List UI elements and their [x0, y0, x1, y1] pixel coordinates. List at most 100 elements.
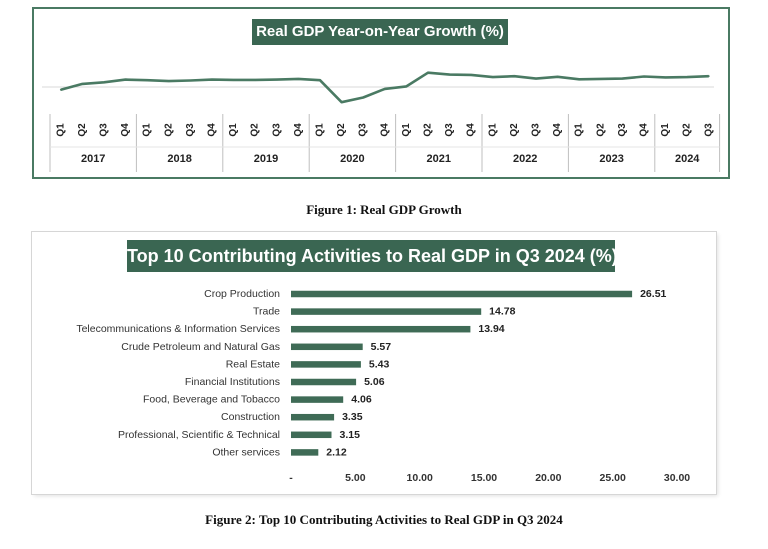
activity-bar — [291, 431, 332, 439]
gdp-growth-point — [707, 75, 710, 78]
x-tick-label: 20.00 — [535, 472, 561, 484]
activity-bar — [291, 308, 482, 315]
gdp-growth-point — [275, 78, 278, 81]
quarter-tick-label: Q3 — [99, 123, 110, 137]
quarter-tick-label: Q2 — [682, 123, 693, 137]
gdp-growth-point — [59, 88, 62, 91]
year-tick-label: 2024 — [675, 153, 700, 165]
gdp-growth-point — [491, 76, 494, 78]
bar-value-label: 26.51 — [640, 288, 666, 300]
quarter-tick-label: Q3 — [185, 123, 196, 137]
figure-1-caption: Figure 1: Real GDP Growth — [306, 202, 462, 217]
bar-value-label: 3.15 — [340, 429, 361, 441]
category-label: Professional, Scientific & Technical — [118, 429, 280, 441]
category-label: Real Estate — [226, 358, 280, 370]
gdp-growth-point — [405, 85, 408, 88]
quarter-tick-label: Q4 — [293, 123, 304, 137]
gdp-growth-point — [578, 78, 581, 81]
year-tick-label: 2019 — [254, 153, 278, 165]
quarter-tick-label: Q1 — [660, 123, 671, 137]
quarter-tick-label: Q4 — [466, 123, 477, 137]
quarter-tick-label: Q3 — [531, 123, 542, 137]
quarter-tick-label: Q2 — [509, 123, 520, 137]
gdp-growth-point — [427, 71, 429, 74]
category-label: Food, Beverage and Tobacco — [143, 394, 280, 406]
quarter-tick-label: Q4 — [552, 123, 563, 137]
activity-bar — [291, 396, 344, 403]
gdp-growth-point — [124, 78, 127, 81]
gdp-growth-point — [621, 77, 624, 80]
x-tick-label: 10.00 — [407, 472, 433, 484]
bar-value-label: 13.94 — [478, 323, 504, 335]
quarter-tick-label: Q3 — [358, 123, 369, 137]
gdp-growth-point — [297, 78, 300, 80]
activity-bar — [291, 378, 357, 386]
gdp-growth-chart-title: Real GDP Year-on-Year Growth (%) — [252, 19, 508, 45]
quarter-tick-label: Q1 — [55, 123, 66, 137]
category-label: Crude Petroleum and Natural Gas — [121, 341, 280, 353]
quarter-tick-label: Q1 — [401, 123, 412, 137]
category-label: Other services — [212, 446, 280, 458]
year-tick-label: 2020 — [340, 153, 364, 165]
activity-bar — [291, 325, 471, 333]
quarter-tick-label: Q2 — [250, 123, 261, 137]
bar-value-label: 2.12 — [326, 446, 347, 458]
activity-bar — [291, 413, 335, 421]
quarter-tick-label: Q2 — [77, 123, 88, 137]
category-label: Construction — [221, 411, 280, 423]
gdp-growth-point — [81, 83, 84, 85]
bar-value-label: 5.43 — [369, 358, 390, 370]
activity-bar — [291, 290, 633, 298]
gdp-growth-point — [146, 79, 149, 82]
gdp-growth-point — [211, 78, 213, 81]
x-tick-label: 30.00 — [664, 472, 690, 484]
gdp-growth-point — [513, 75, 516, 78]
quarter-tick-label: Q3 — [703, 123, 714, 137]
gdp-growth-line-chart: Q1 Q2 Q3 Q4 Q1 Q2 Q3 Q4 Q1 Q2 Q3 Q4 Q1 Q2 Q3 Q4 Q1 Q2 Q3 Q4… — [42, 71, 721, 172]
top-activities-chart-panel: Top 10 Contributing Activities to Real G… — [32, 232, 716, 494]
category-label: Telecommunications & Information Service… — [76, 323, 280, 335]
quarter-tick-label: Q2 — [423, 123, 434, 137]
gdp-growth-chart-panel: Real GDP Year-on-Year Growth (%) Q1 Q2 Q3 Q… — [32, 7, 730, 179]
year-tick-label: 2017 — [81, 153, 105, 165]
gdp-growth-point — [383, 87, 386, 90]
gdp-growth-point — [686, 76, 689, 78]
quarter-tick-label: Q4 — [639, 123, 650, 137]
quarter-tick-label: Q1 — [142, 123, 153, 137]
figure-2-caption: Figure 2: Top 10 Contributing Activities… — [205, 512, 563, 527]
gdp-growth-point — [664, 76, 667, 79]
quarter-tick-label: Q3 — [617, 123, 628, 137]
quarter-tick-label: Q1 — [315, 123, 326, 137]
x-tick-label: 15.00 — [471, 472, 497, 484]
quarter-tick-label: Q1 — [487, 123, 498, 137]
bar-value-label: 14.78 — [489, 306, 515, 318]
quarter-tick-label: Q2 — [163, 123, 174, 137]
gdp-growth-point — [448, 73, 451, 76]
category-label: Crop Production — [204, 288, 280, 300]
quarter-tick-label: Q1 — [228, 123, 239, 137]
gdp-growth-point — [535, 77, 537, 80]
x-tick-label: 25.00 — [600, 472, 626, 484]
gdp-growth-point — [470, 74, 473, 76]
gdp-growth-point — [189, 79, 192, 82]
gdp-growth-point — [167, 80, 170, 83]
year-tick-label: 2022 — [513, 153, 537, 165]
gdp-growth-point — [319, 79, 321, 82]
gdp-growth-point — [340, 101, 343, 104]
gdp-growth-point — [103, 81, 105, 84]
quarter-tick-label: Q1 — [574, 123, 585, 137]
activity-bar — [291, 361, 361, 368]
category-label: Financial Institutions — [185, 376, 280, 388]
bar-value-label: 5.57 — [371, 341, 392, 353]
gdp-growth-point — [643, 75, 645, 78]
gdp-growth-point — [556, 75, 559, 78]
year-tick-label: 2023 — [599, 153, 623, 165]
category-label: Trade — [253, 306, 280, 318]
quarter-tick-label: Q3 — [444, 123, 455, 137]
year-tick-label: 2018 — [167, 153, 191, 165]
gdp-growth-point — [599, 78, 602, 80]
quarter-tick-label: Q4 — [120, 123, 131, 137]
bar-value-label: 5.06 — [364, 376, 385, 388]
x-tick-label: - — [289, 472, 293, 484]
quarter-tick-label: Q4 — [207, 123, 218, 137]
